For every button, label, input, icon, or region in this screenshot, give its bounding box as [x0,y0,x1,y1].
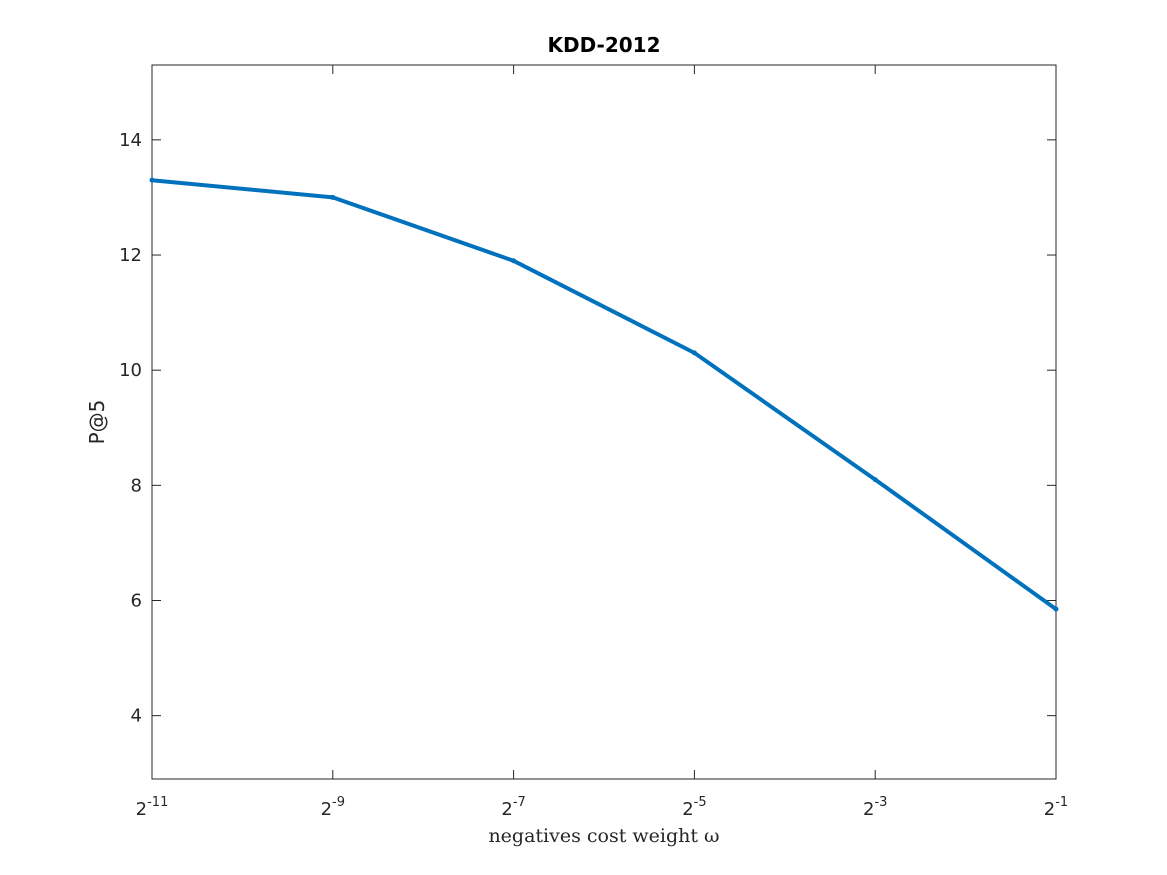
data-point [149,177,155,183]
data-point [1053,606,1059,612]
data-point [872,477,878,483]
data-point [511,258,517,264]
x-tick-label: 2-5 [682,795,706,820]
x-tick-label-base: 2 [682,799,693,820]
y-axis-ticks: 4 6 8 10 12 14 [119,130,1056,727]
x-tick-label: 2-1 [1044,795,1068,820]
y-tick-label: 10 [119,360,142,381]
y-tick-label: 14 [119,130,142,151]
x-tick-label-exponent: -3 [874,795,887,810]
x-tick-label-exponent: -11 [147,795,168,810]
y-tick-label: 6 [131,591,142,612]
data-point [330,194,336,200]
x-tick-label-exponent: -7 [513,795,526,810]
x-tick-label-exponent: -9 [332,795,345,810]
x-axis-label: negatives cost weight ω [488,825,719,847]
y-tick-label: 4 [131,706,142,727]
x-axis-ticks: 2-11 2-9 2-7 2-5 2-3 2-1 [136,65,1068,820]
series-layer [149,177,1059,612]
y-axis-label: P@5 [85,400,109,445]
x-tick-label-base: 2 [501,799,512,820]
x-tick-label-base: 2 [136,799,147,820]
x-tick-label-base: 2 [863,799,874,820]
x-tick-label: 2-3 [863,795,887,820]
data-point [691,350,697,356]
y-tick-label: 8 [131,475,142,496]
x-tick-label-exponent: -5 [694,795,707,810]
x-tick-label-base: 2 [321,799,332,820]
series-line [151,178,1058,611]
x-tick-label: 2-11 [136,795,169,820]
chart-title: KDD-2012 [547,33,660,57]
plot-area [151,64,1057,780]
x-tick-label-exponent: -1 [1055,795,1068,810]
x-tick-label-base: 2 [1044,799,1055,820]
x-tick-label: 2-7 [501,795,525,820]
x-tick-label: 2-9 [321,795,345,820]
y-tick-label: 12 [119,245,142,266]
